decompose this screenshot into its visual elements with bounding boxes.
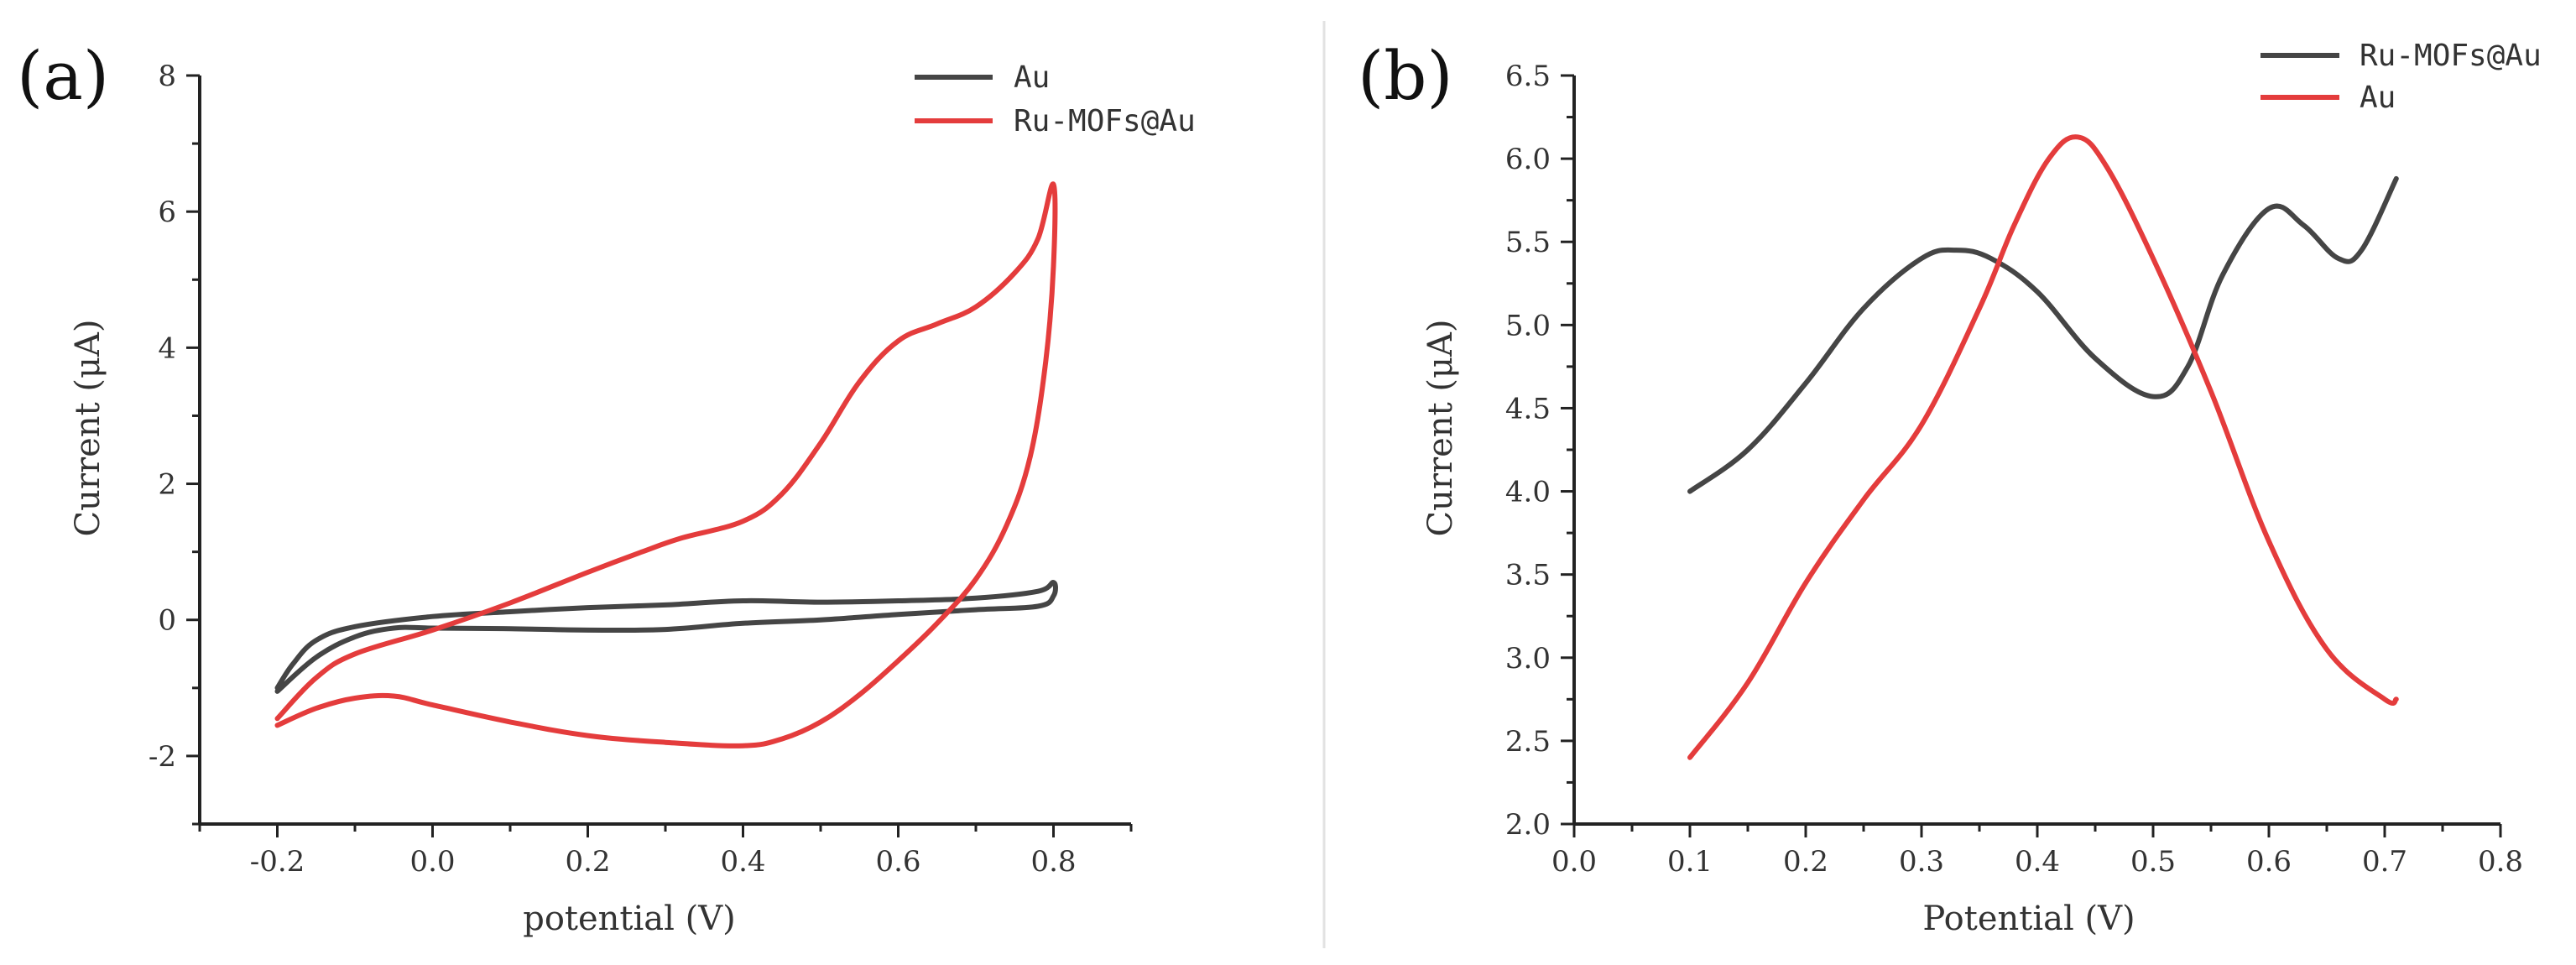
panel-b-legend: Ru-MOFs@Au Au <box>2261 39 2542 115</box>
panel-a-series-ru-mofs-au <box>274 181 1058 749</box>
panel-a-series <box>274 181 1058 749</box>
panel-b-legend-label-1: Au <box>2360 81 2396 115</box>
panel-a-letter: (a) <box>17 37 109 115</box>
panel-a-x-tick-label: 0.2 <box>565 845 610 879</box>
panel-a-legend-label-1: Ru-MOFs@Au <box>1014 104 1196 138</box>
panel-b-y-tick-label: 3.5 <box>1505 559 1551 592</box>
panel-b-series <box>1687 134 2399 760</box>
panel-a-y-tick-label: -2 <box>149 740 176 774</box>
panel-a-x-axis-title: potential (V) <box>523 900 736 938</box>
panel-b-y-tick-label: 4.0 <box>1505 476 1551 509</box>
panel-a-y-axis-title: Current (μA) <box>69 320 107 537</box>
panel-b: (b) 0.0 0.1 0.2 0.3 0.4 0.5 0.6 0.7 0.8 2.0 2.5 3.0… <box>1358 37 2542 938</box>
panel-b-y-tick-label: 6.5 <box>1505 60 1551 93</box>
panel-a-x-tick-label: 0.0 <box>409 845 455 879</box>
panel-a-x-tick-label: -0.2 <box>250 845 305 879</box>
panel-b-x-tick-label: 0.4 <box>2015 845 2060 879</box>
panel-b-y-tick-label: 2.5 <box>1505 725 1551 759</box>
panel-b-series-ru-mofs-au <box>1687 175 2399 494</box>
panel-b-y-tick-label: 5.0 <box>1505 309 1551 342</box>
panel-b-x-tick-label: 0.2 <box>1783 845 1828 879</box>
panel-b-y-axis-title: Current (μA) <box>1421 320 1460 537</box>
panel-b-y-tick-label: 5.5 <box>1505 226 1551 259</box>
panel-a-ticks: -0.2 0.0 0.2 0.4 0.6 0.8 -2 0 2 4 6 8 <box>149 60 1133 879</box>
panel-a-y-tick-label: 2 <box>158 468 176 502</box>
panel-b-x-tick-label: 0.0 <box>1551 845 1597 879</box>
panel-a-x-tick-label: 0.4 <box>720 845 765 879</box>
panel-a: (a) -0.2 0.0 0.2 0.4 0.6 0.8 -2 0 2 4 6 8 potential… <box>17 37 1196 938</box>
panel-b-x-tick-label: 0.7 <box>2362 845 2407 879</box>
panel-b-y-tick-label: 2.0 <box>1505 808 1551 842</box>
panel-b-ticks: 0.0 0.1 0.2 0.3 0.4 0.5 0.6 0.7 0.8 2.0 2.5 3.0 3.5 4… <box>1505 60 2523 879</box>
panel-a-y-tick-label: 0 <box>158 604 176 638</box>
panel-b-x-axis-title: Potential (V) <box>1922 900 2135 938</box>
panel-b-x-tick-label: 0.6 <box>2246 845 2292 879</box>
panel-a-legend-label-0: Au <box>1014 60 1050 95</box>
panel-a-y-tick-label: 6 <box>158 196 176 229</box>
panel-a-y-tick-label: 4 <box>158 331 176 365</box>
panel-b-y-tick-label: 3.0 <box>1505 642 1551 676</box>
panel-b-x-tick-label: 0.3 <box>1899 845 1944 879</box>
panel-a-x-tick-label: 0.8 <box>1030 845 1076 879</box>
panel-a-y-tick-label: 8 <box>158 60 176 93</box>
panel-b-letter: (b) <box>1358 37 1453 115</box>
panel-b-x-tick-label: 0.1 <box>1667 845 1713 879</box>
panel-b-x-tick-label: 0.8 <box>2478 845 2523 879</box>
panel-a-x-tick-label: 0.6 <box>875 845 920 879</box>
panel-b-series-au <box>1687 134 2399 760</box>
panel-b-y-tick-label: 4.5 <box>1505 392 1551 425</box>
panel-b-legend-label-0: Ru-MOFs@Au <box>2360 39 2542 73</box>
panel-b-x-tick-label: 0.5 <box>2130 845 2176 879</box>
panel-a-legend: Au Ru-MOFs@Au <box>915 60 1196 138</box>
panel-b-y-tick-label: 6.0 <box>1505 143 1551 176</box>
